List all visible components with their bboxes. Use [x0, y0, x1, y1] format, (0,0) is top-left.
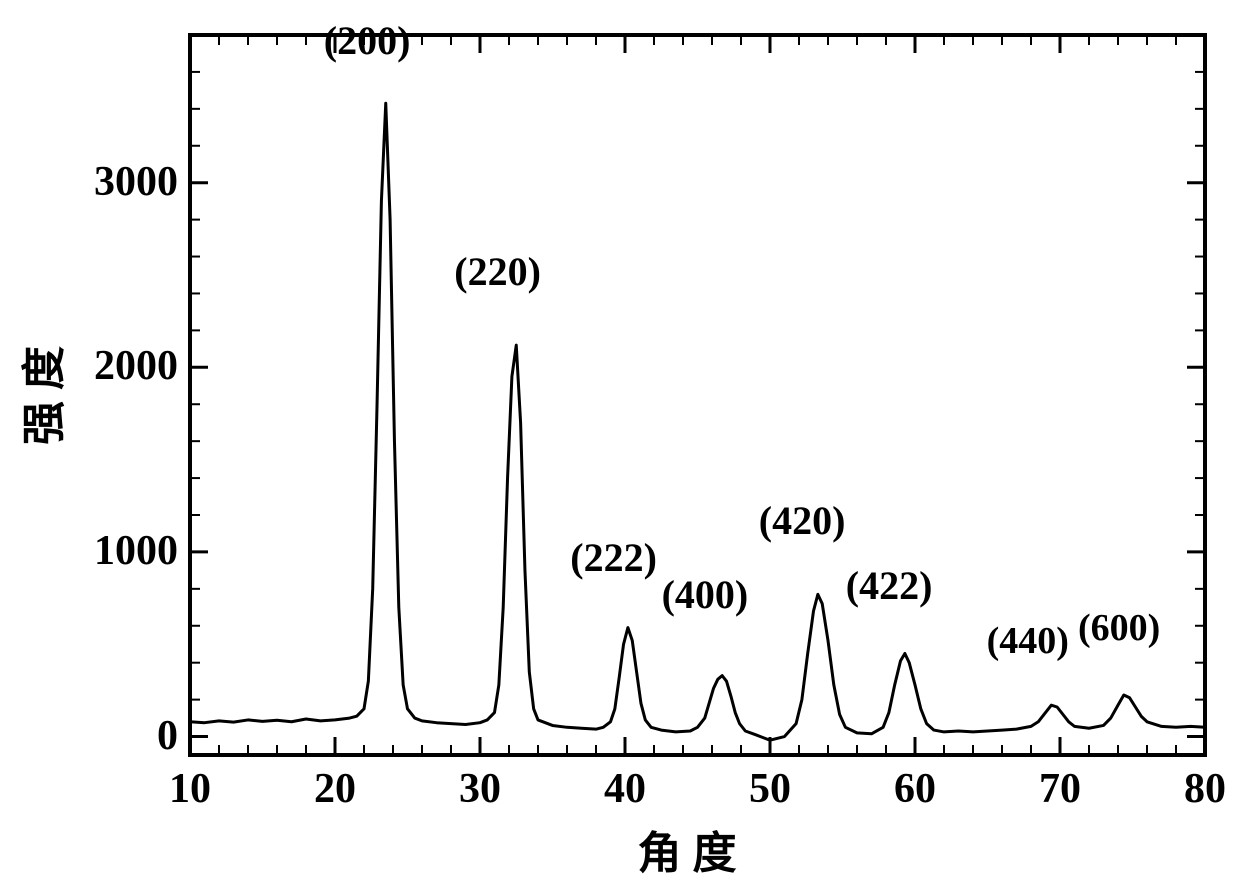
- peak-label: (440): [987, 619, 1069, 663]
- x-tick-label: 70: [1032, 765, 1088, 813]
- peak-label: (400): [662, 571, 749, 618]
- chart-svg: [0, 0, 1240, 884]
- y-tick-label: 0: [157, 712, 178, 760]
- x-tick-label: 60: [887, 765, 943, 813]
- peak-label: (222): [570, 534, 657, 581]
- xrd-chart: 10 20 30 40 50 60 70 80 0 1000 2000 3000 (200) (220) (…: [0, 0, 1240, 884]
- x-axis-label: 角 度: [638, 817, 737, 881]
- x-tick-label: 40: [597, 765, 653, 813]
- y-axis-label: 强 度: [8, 346, 72, 445]
- x-tick-label: 10: [162, 765, 218, 813]
- peak-label: (422): [846, 562, 933, 609]
- x-tick-label: 50: [742, 765, 798, 813]
- y-tick-label: 1000: [94, 527, 178, 575]
- peak-label: (200): [324, 17, 411, 64]
- peak-label: (220): [454, 248, 541, 295]
- x-tick-label: 20: [307, 765, 363, 813]
- y-tick-label: 3000: [94, 158, 178, 206]
- x-tick-label: 30: [452, 765, 508, 813]
- peak-label: (600): [1078, 606, 1160, 650]
- x-tick-label: 80: [1177, 765, 1233, 813]
- y-tick-label: 2000: [94, 342, 178, 390]
- peak-label: (420): [759, 497, 846, 544]
